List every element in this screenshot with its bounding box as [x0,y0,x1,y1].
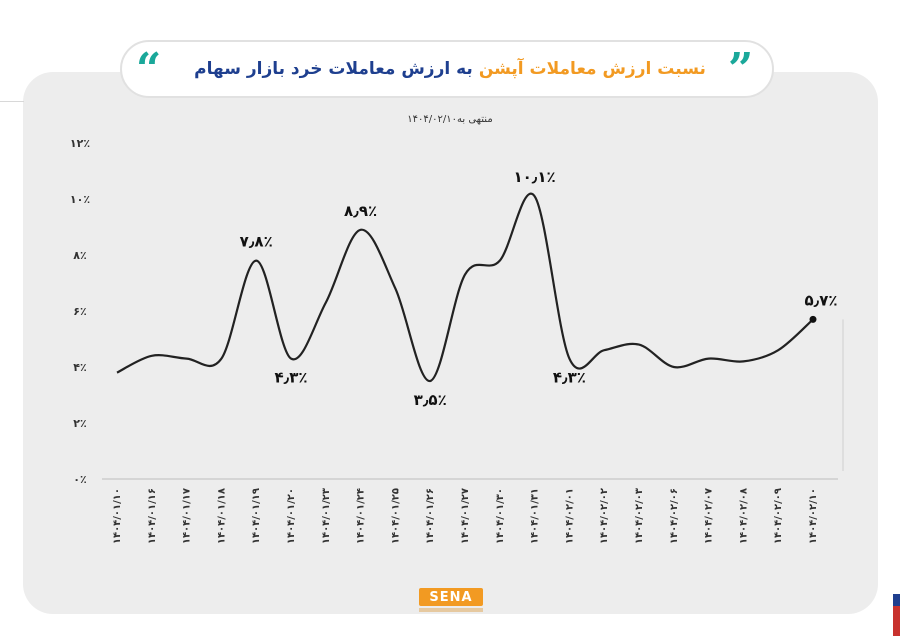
x-tick-label: ۱۴۰۴/۰۱/۱۹ [251,488,262,544]
edge-decoration-top [893,594,900,606]
title-part-options: نسبت ارزش معاملات آپشن [478,59,706,79]
y-tick-label: ۱۰٪ [70,193,90,206]
x-tick-label: ۱۴۰۴/۰۲/۰۳ [634,488,645,544]
divider [0,101,24,102]
x-tick-label: ۱۴۰۴/۰۲/۱۰ [808,488,819,544]
x-tick-label: ۱۴۰۴/۰۱/۱۶ [147,488,158,544]
title-banner [120,40,774,98]
title-part-market: به ارزش معاملات خرد بازار سهام [194,59,473,79]
x-tick-label: ۱۴۰۴/۰۱/۳۱ [530,488,541,544]
x-tick-label: ۱۴۰۴/۰۲/۰۷ [704,488,715,544]
y-tick-label: ۸٪ [73,249,86,262]
edge-decoration [893,594,900,636]
y-tick-label: ۴٪ [73,361,86,374]
x-tick-label: ۱۴۰۴/۰۲/۰۹ [773,488,784,544]
logo-subline [419,608,483,612]
data-label: ۸٫۹٪ [344,202,377,220]
x-tick-label: ۱۴۰۴/۰۱/۱۸ [216,488,227,544]
data-label: ۱۰٫۱٪ [513,168,555,186]
chart-subtitle: منتهی به۱۴۰۴/۰۲/۱۰ [407,114,493,125]
sena-logo: SENA [419,588,483,612]
y-tick-label: ۶٪ [73,305,86,318]
data-label: ۴٫۳٪ [274,369,307,387]
y-tick-label: ۱۲٪ [70,137,90,150]
x-tick-label: ۱۴۰۴/۰۱/۲۰ [286,488,297,544]
x-tick-label: ۱۴۰۴/۰۲/۰۶ [669,488,680,544]
x-tick-label: ۱۴۰۴/۰۱/۲۷ [460,488,471,544]
x-tick-label: ۱۴۰۴/۰۱/۲۵ [390,488,401,544]
data-label: ۵٫۷٪ [804,291,837,309]
series-line [116,192,814,383]
x-tick-label: ۱۴۰۴/۰۲/۰۱ [564,488,575,544]
x-tick-label: ۱۴۰۴/۰۲/۰۸ [738,488,749,544]
close-quote-icon: ” [728,44,754,95]
x-tick-label: ۱۴۰۴/۰۱/۲۶ [425,488,436,544]
x-tick-label: ۱۴۰۴/۰۱/۱۰ [112,488,123,544]
logo-text: SENA [419,588,483,606]
open-quote-icon: “ [136,44,162,95]
x-tick-label: ۱۴۰۴/۰۱/۲۴ [356,488,367,544]
end-point-marker [809,315,817,323]
chart-title: نسبت ارزش معاملات آپشن به ارزش معاملات خ… [180,52,720,86]
x-tick-label: ۱۴۰۴/۰۱/۲۳ [321,488,332,544]
data-label: ۷٫۸٪ [240,233,273,251]
x-tick-label: ۱۴۰۴/۰۱/۳۰ [495,488,506,544]
chart-card [23,72,878,614]
y-tick-label: ۰٪ [73,473,86,486]
data-label: ۴٫۳٪ [553,369,586,387]
watermark [740,590,880,616]
data-label: ۳٫۵٪ [414,391,447,409]
x-tick-label: ۱۴۰۴/۰۲/۰۲ [599,488,610,544]
x-tick-label: ۱۴۰۴/۰۱/۱۷ [182,488,193,544]
y-tick-label: ۲٪ [73,417,86,430]
